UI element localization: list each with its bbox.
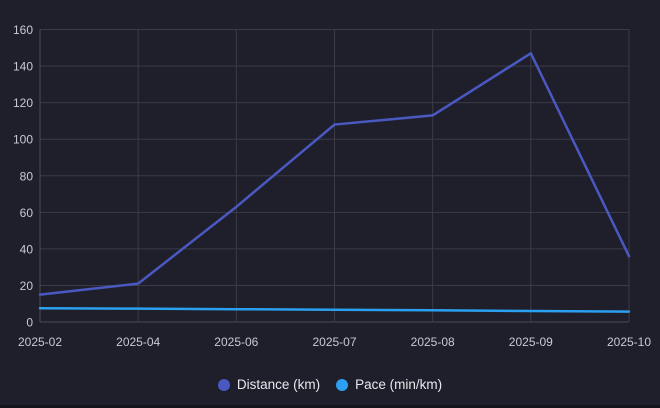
y-tick-label: 140: [13, 60, 33, 74]
pace-series-swatch-icon: [336, 379, 349, 391]
x-tick-label: 2025-08: [411, 335, 455, 349]
y-tick-label: 60: [20, 206, 34, 220]
y-tick-label: 80: [20, 169, 34, 183]
x-tick-label: 2025-10: [607, 335, 651, 349]
x-tick-label: 2025-07: [312, 335, 356, 349]
y-tick-label: 40: [20, 242, 34, 256]
x-tick-label: 2025-02: [18, 335, 62, 349]
chart-legend: Distance (km) Pace (min/km): [0, 375, 660, 395]
x-tick-label: 2025-09: [509, 335, 553, 349]
legend-item-pace[interactable]: Pace (min/km): [336, 378, 442, 392]
y-tick-label: 160: [13, 23, 33, 37]
y-tick-label: 120: [13, 96, 33, 110]
series-line-0: [38, 52, 631, 296]
y-tick-label: 20: [20, 279, 34, 293]
legend-label-distance: Distance (km): [236, 377, 321, 393]
x-tick-label: 2025-06: [214, 335, 258, 349]
series-line-1: [38, 307, 631, 313]
distance-series-swatch-icon: [217, 379, 230, 391]
legend-item-distance[interactable]: Distance (km): [217, 377, 321, 393]
legend-label-pace: Pace (min/km): [355, 377, 443, 393]
x-tick-label: 2025-04: [116, 335, 160, 349]
window-bottom-edge: [0, 405, 660, 408]
y-tick-label: 100: [13, 133, 33, 147]
y-tick-label: 0: [26, 316, 33, 330]
